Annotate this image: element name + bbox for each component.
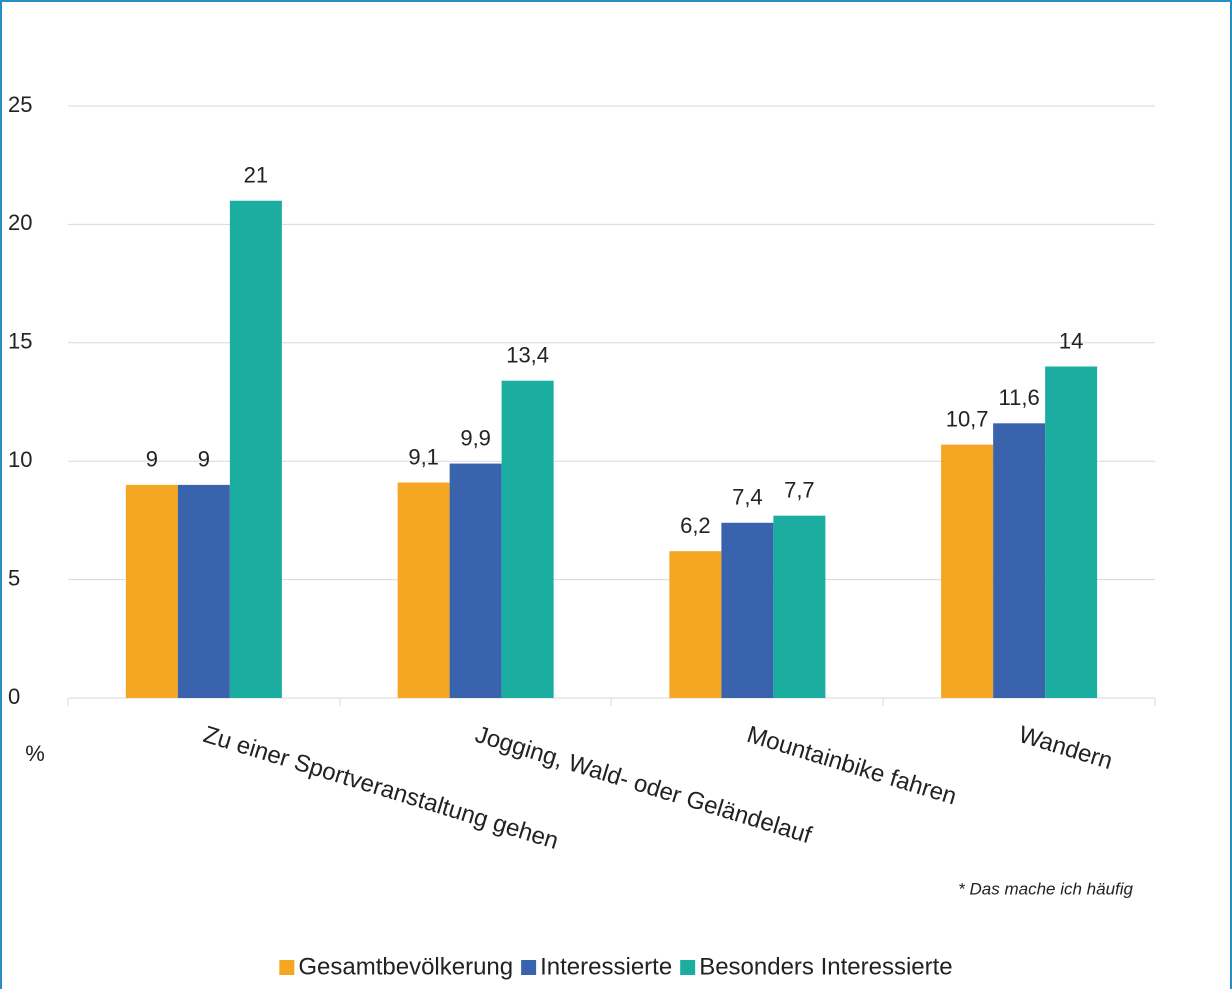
value-label: 6,2 xyxy=(680,513,711,538)
value-label: 11,6 xyxy=(999,385,1040,410)
value-label: 10,7 xyxy=(946,406,989,431)
y-tick-label: 5 xyxy=(8,565,20,590)
bar xyxy=(177,484,230,698)
legend-label: Interessierte xyxy=(540,953,672,980)
y-axis-label: % xyxy=(25,741,45,766)
bar xyxy=(449,463,502,698)
bar xyxy=(669,551,722,698)
value-label: 21 xyxy=(244,163,268,188)
y-tick-label: 0 xyxy=(8,684,20,709)
y-tick-label: 25 xyxy=(8,92,32,117)
value-label: 14 xyxy=(1059,328,1083,353)
y-tick-label: 10 xyxy=(8,447,32,472)
legend-swatch xyxy=(279,960,295,975)
category-separators xyxy=(67,698,1156,706)
legend-label: Gesamtbevölkerung xyxy=(298,953,513,980)
value-label: 9,9 xyxy=(460,425,491,450)
bar xyxy=(993,423,1046,698)
value-label: 7,4 xyxy=(732,485,763,510)
value-label: 9,1 xyxy=(408,444,439,469)
bar xyxy=(229,200,282,698)
x-tick-label: Wandern xyxy=(1016,721,1116,775)
annotation: * Das mache ich häufig xyxy=(958,879,1133,898)
y-tick-label: 15 xyxy=(8,329,32,354)
legend-swatch xyxy=(521,960,537,975)
y-tick-label: 20 xyxy=(8,210,32,235)
bar xyxy=(721,522,774,698)
value-label: 9 xyxy=(146,447,158,472)
value-label: 13,4 xyxy=(506,343,549,368)
bar xyxy=(1045,366,1098,698)
bar xyxy=(773,515,826,698)
bar xyxy=(501,380,554,698)
bar xyxy=(397,482,450,698)
value-label: 9 xyxy=(198,447,210,472)
legend-label: Besonders Interessierte xyxy=(699,953,952,980)
bar xyxy=(125,484,178,698)
bar xyxy=(941,444,994,698)
value-label: 7,7 xyxy=(784,477,815,502)
legend-swatch xyxy=(680,960,696,975)
x-tick-label: Mountainbike fahren xyxy=(744,721,960,810)
